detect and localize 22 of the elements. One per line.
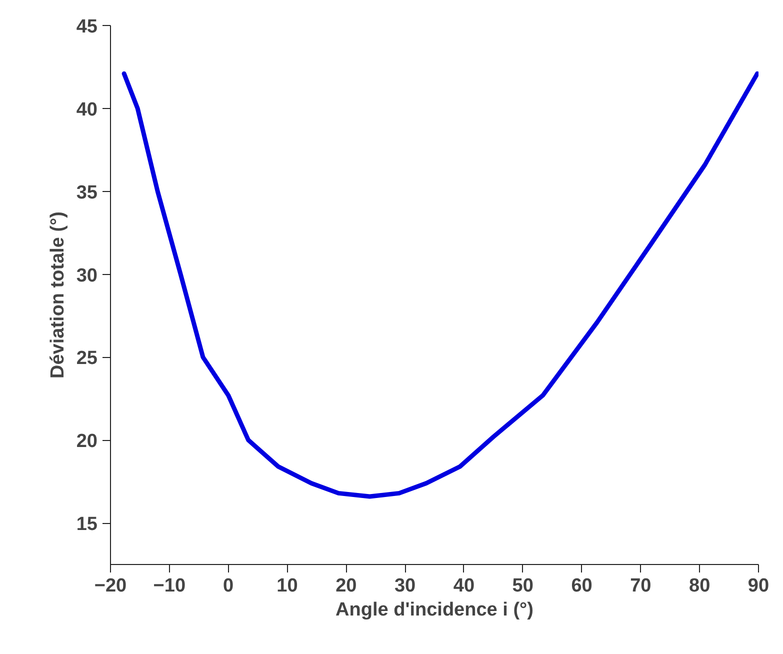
y-tick-label: 25: [76, 348, 98, 370]
x-tick-label: 70: [630, 576, 652, 596]
x-tick-label: 50: [512, 576, 534, 596]
y-tick-label: 35: [76, 182, 98, 204]
x-tick-label: 10: [276, 576, 298, 596]
y-tick-label: 40: [76, 99, 98, 120]
x-tick-label: 0: [223, 576, 234, 596]
x-tick-label: 40: [453, 576, 475, 596]
x-tick-label: 60: [571, 576, 592, 596]
y-axis-title: Déviation totale (°): [47, 211, 68, 378]
x-tick-label: 20: [336, 576, 357, 596]
x-tick-label: −10: [153, 576, 186, 596]
y-tick-label: 45: [76, 16, 98, 38]
x-tick-label: −20: [94, 576, 127, 596]
y-tick-label: 15: [76, 514, 98, 536]
x-tick-label: 80: [689, 576, 710, 596]
x-axis-title: Angle d'incidence i (°): [336, 600, 534, 620]
y-tick-label: 20: [76, 431, 98, 452]
x-tick-label: 30: [394, 576, 416, 596]
line-series: [122, 71, 758, 499]
x-tick-label: 90: [748, 576, 770, 596]
y-tick-label: 30: [76, 265, 98, 286]
